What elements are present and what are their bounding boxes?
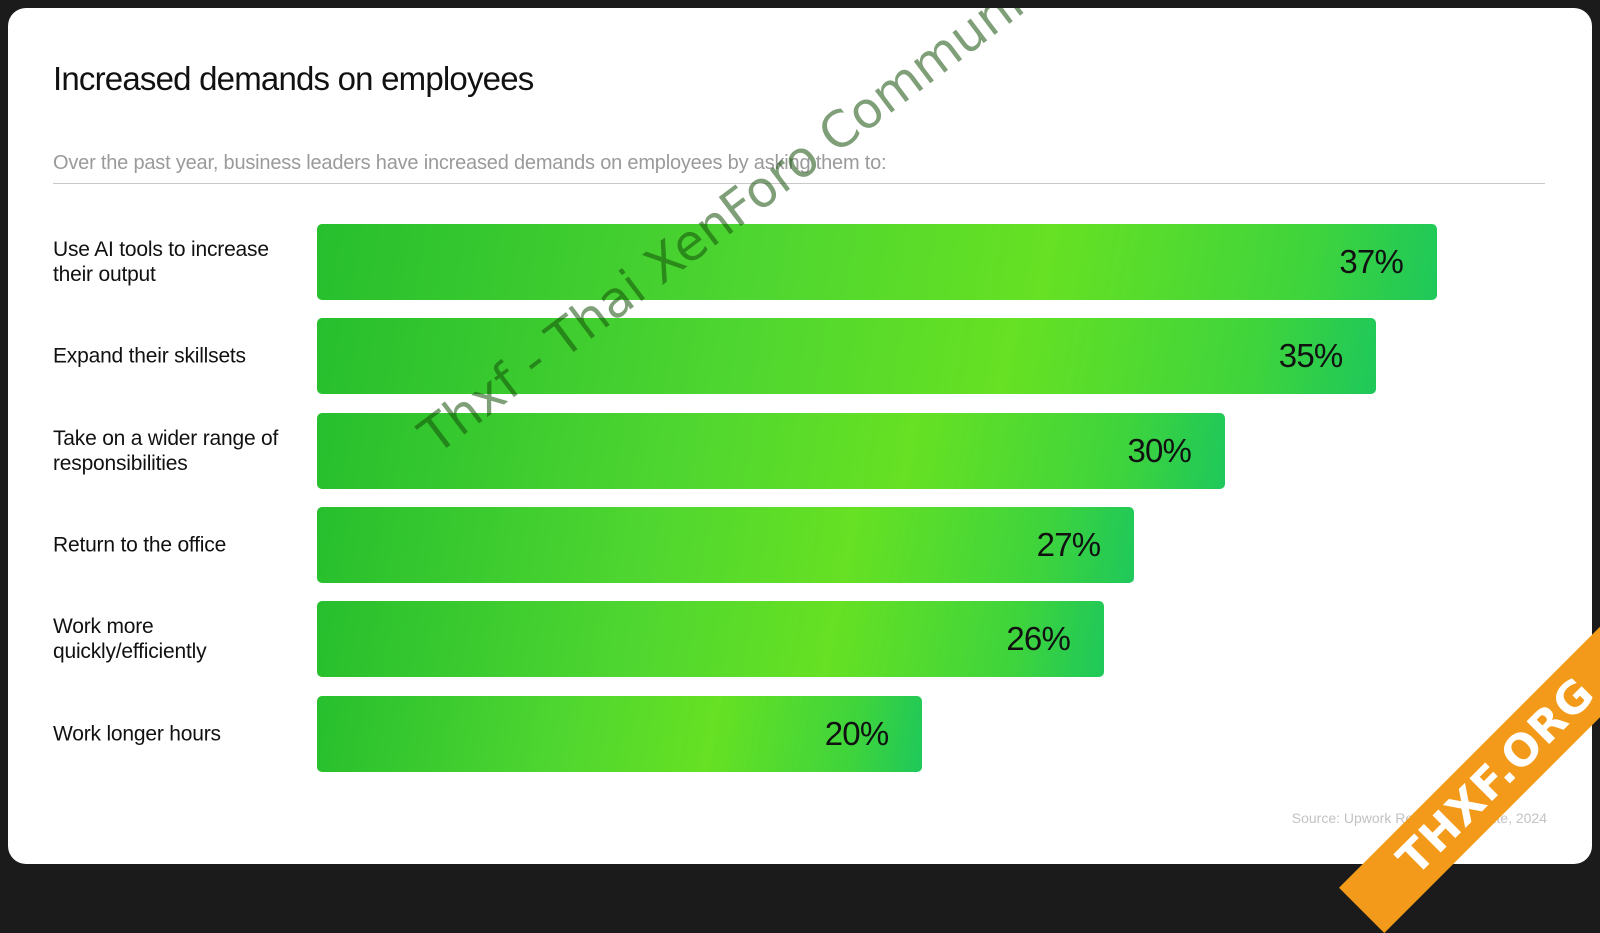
bar: 37% [317,224,1437,300]
bar-value-label: 30% [1127,431,1192,469]
bar: 26% [317,601,1105,678]
bar-chart: Use AI tools to increase their output 37%… [8,8,1592,864]
bar-value-label: 27% [1036,525,1101,563]
bar: 20% [317,695,923,772]
category-label: Work longer hours [53,722,221,745]
chart-card: Increased demands on employees Over the … [8,8,1592,864]
bar-value-label: 35% [1278,337,1343,375]
category-label: Take on a wider range of responsibilitie… [53,426,279,475]
bar: 35% [317,318,1377,395]
subtitle-divider [53,183,1545,184]
chart-title: Increased demands on employees [53,60,534,97]
category-label: Expand their skillsets [53,344,246,368]
category-label: Work more quickly/efficiently [53,615,207,664]
category-label: Use AI tools to increase their output [53,238,269,286]
bar-value-label: 20% [824,714,889,752]
bar-value-label: 26% [1006,620,1071,658]
bar-value-label: 37% [1339,243,1403,280]
chart-subtitle: Over the past year, business leaders hav… [53,152,887,174]
category-label: Return to the office [53,533,227,557]
bar: 30% [317,412,1226,489]
bar: 27% [317,506,1135,583]
